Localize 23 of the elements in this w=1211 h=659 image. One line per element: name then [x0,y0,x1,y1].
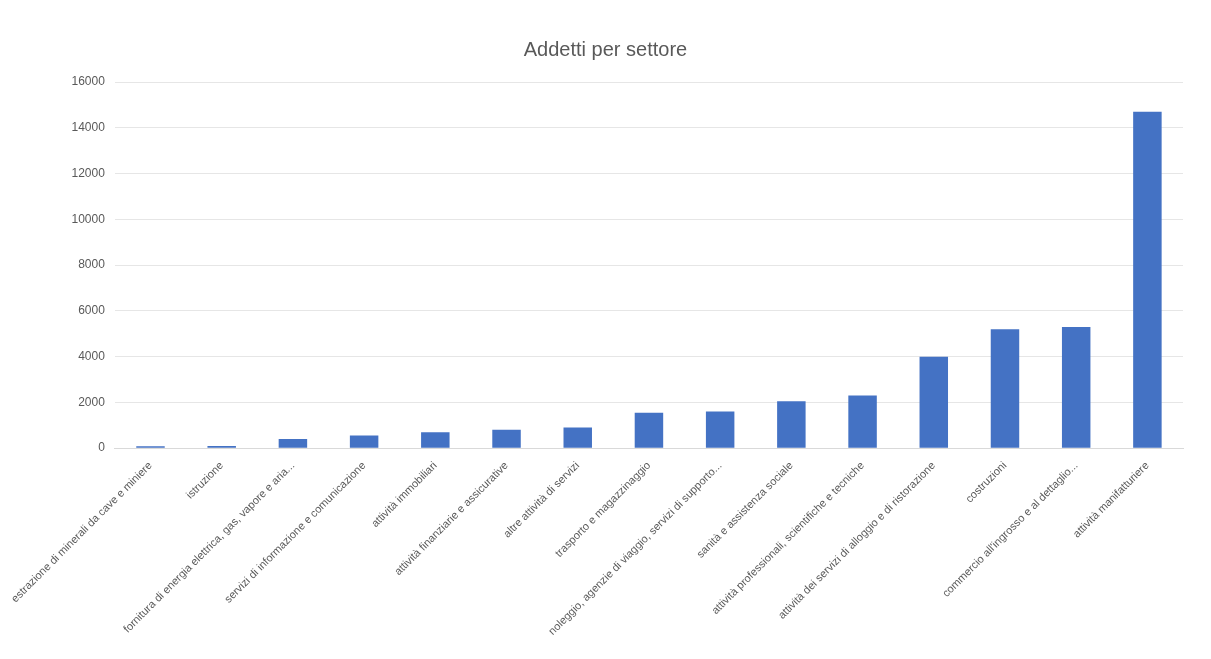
y-tick-label: 0 [98,440,106,455]
bar [990,329,1020,448]
bar [634,412,664,448]
bar [848,395,877,448]
bar [777,401,806,448]
bar [492,429,521,448]
y-tick-label: 4000 [78,348,106,363]
y-tick-label: 12000 [71,165,106,180]
bar [1061,326,1091,448]
y-tick-label: 16000 [71,74,106,89]
bar [705,411,735,448]
y-tick-label: 8000 [78,257,106,272]
y-tick-label: 6000 [78,303,106,318]
y-tick-label: 2000 [78,394,106,409]
chart-title: Addetti per settore [523,37,688,60]
bar [1133,111,1162,448]
y-tick-label: 14000 [71,120,106,135]
bar [563,427,592,448]
y-tick-label: 10000 [71,211,106,226]
bar [421,432,450,448]
bar [349,435,379,448]
bar [278,439,308,448]
bar [919,356,949,448]
